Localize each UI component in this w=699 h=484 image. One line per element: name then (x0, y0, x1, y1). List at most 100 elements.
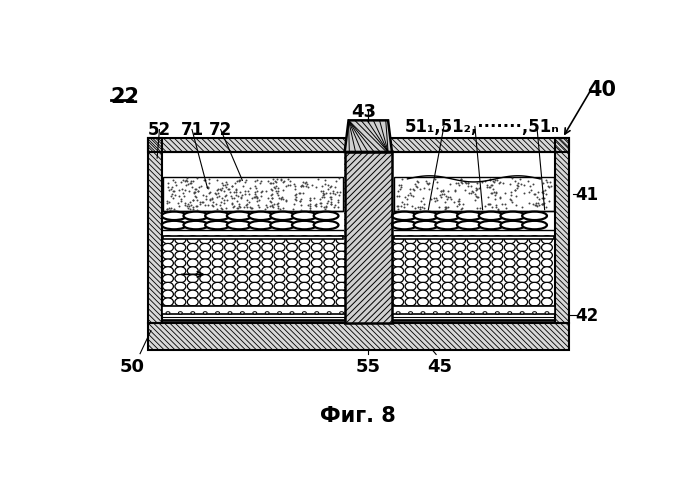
Point (414, 205, 425, 213)
Point (483, 201, 494, 209)
Point (166, 185, 177, 193)
Point (334, 189, 345, 197)
Point (490, 201, 501, 209)
Ellipse shape (274, 244, 285, 252)
Ellipse shape (529, 259, 540, 268)
Point (510, 187, 521, 195)
Ellipse shape (163, 259, 173, 268)
Point (271, 176, 282, 184)
Point (192, 203, 203, 211)
Ellipse shape (417, 259, 428, 268)
Point (219, 200, 230, 208)
Point (263, 178, 274, 185)
Ellipse shape (292, 212, 317, 221)
Ellipse shape (287, 298, 297, 306)
Point (284, 182, 296, 190)
Ellipse shape (200, 236, 210, 244)
Point (200, 193, 211, 200)
Ellipse shape (324, 252, 335, 260)
Ellipse shape (175, 283, 186, 291)
Point (194, 200, 206, 208)
Point (453, 200, 464, 208)
Ellipse shape (340, 312, 343, 314)
Point (412, 178, 423, 186)
Point (410, 182, 421, 190)
Point (317, 194, 328, 201)
Point (273, 200, 284, 208)
Ellipse shape (442, 298, 453, 306)
Point (537, 200, 548, 208)
Point (446, 196, 457, 203)
Ellipse shape (430, 267, 441, 275)
Ellipse shape (430, 252, 441, 260)
Ellipse shape (215, 312, 219, 314)
Point (472, 194, 483, 202)
Ellipse shape (529, 252, 540, 260)
Point (296, 183, 307, 191)
Point (166, 183, 178, 191)
Ellipse shape (224, 252, 236, 260)
Point (254, 180, 266, 188)
Ellipse shape (405, 267, 416, 275)
Point (482, 182, 493, 189)
Point (518, 182, 529, 190)
Point (435, 187, 447, 195)
Point (310, 203, 321, 211)
Ellipse shape (200, 306, 210, 314)
Point (210, 191, 222, 198)
Bar (147, 139, 570, 152)
Point (463, 180, 474, 188)
Ellipse shape (504, 252, 515, 260)
Point (511, 185, 522, 193)
Point (476, 179, 487, 187)
Point (294, 190, 305, 198)
Point (489, 192, 500, 199)
Point (524, 188, 535, 196)
Point (513, 180, 524, 188)
Ellipse shape (287, 252, 297, 260)
Ellipse shape (200, 290, 210, 299)
Point (226, 194, 238, 202)
Point (504, 181, 515, 188)
Point (211, 186, 222, 194)
Point (268, 179, 279, 187)
Point (187, 204, 199, 212)
Point (442, 194, 454, 202)
Ellipse shape (250, 244, 260, 252)
Point (181, 203, 192, 211)
Text: 45: 45 (428, 358, 452, 376)
Point (453, 198, 464, 206)
Point (187, 206, 199, 213)
Ellipse shape (393, 259, 403, 268)
Point (485, 190, 496, 197)
Ellipse shape (250, 252, 260, 260)
Ellipse shape (392, 221, 417, 230)
Point (294, 198, 305, 206)
Point (296, 182, 307, 190)
Point (535, 175, 546, 183)
Point (329, 184, 340, 192)
Ellipse shape (274, 275, 285, 283)
Point (440, 204, 452, 212)
Point (271, 179, 282, 187)
Point (456, 179, 467, 186)
Point (325, 201, 336, 209)
Ellipse shape (542, 252, 552, 260)
Point (189, 192, 201, 200)
Point (192, 206, 203, 214)
Point (166, 205, 177, 212)
Point (305, 195, 316, 203)
Point (224, 186, 235, 194)
Ellipse shape (529, 236, 540, 244)
Ellipse shape (405, 306, 416, 314)
Point (296, 196, 307, 203)
Point (273, 188, 284, 196)
Ellipse shape (529, 283, 540, 291)
Bar (147, 139, 161, 323)
Point (442, 196, 453, 203)
Point (217, 205, 228, 213)
Point (272, 204, 283, 212)
Point (462, 180, 473, 188)
Ellipse shape (336, 259, 347, 268)
Point (219, 182, 230, 189)
